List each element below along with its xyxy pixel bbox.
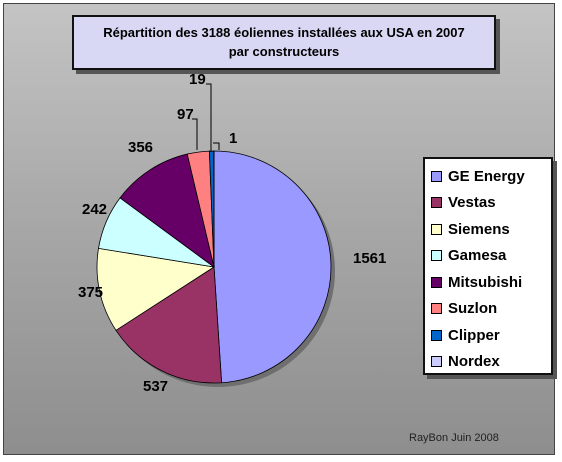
- legend-item-siemens: Siemens: [431, 219, 510, 239]
- data-label-clipper: 19: [189, 71, 206, 88]
- chart-title: Répartition des 3188 éoliennes installée…: [103, 25, 465, 40]
- data-label-nordex: 1: [229, 130, 237, 147]
- legend-item-suzlon: Suzlon: [431, 299, 497, 319]
- credit-text: RayBon Juin 2008: [409, 432, 499, 444]
- legend-label: Vestas: [448, 194, 496, 211]
- pie-slice-mitsubishi: [119, 153, 215, 268]
- legend-swatch: [431, 329, 442, 341]
- legend-item-nordex: Nordex: [431, 352, 500, 372]
- legend-label: Gamesa: [448, 247, 507, 264]
- legend-swatch: [431, 303, 442, 314]
- chart-title-box: Répartition des 3188 éoliennes installée…: [72, 15, 496, 70]
- legend-label: GE Energy: [448, 167, 525, 185]
- leader-line-nordex: [213, 142, 220, 150]
- pie-slice-ge-energy: [213, 150, 332, 384]
- pie-slice-siemens: [96, 247, 216, 331]
- legend-label: Nordex: [448, 353, 500, 370]
- data-label-siemens: 375: [78, 284, 103, 301]
- legend: GE Energy Vestas Siemens Gamesa Mitsubishi Su…: [423, 157, 553, 375]
- legend-item-vestas: Vestas: [431, 193, 496, 213]
- leader-line-suzlon: [192, 118, 198, 150]
- legend-item-clipper: Clipper: [431, 325, 500, 345]
- legend-swatch: [431, 356, 442, 367]
- leader-line-clipper: [206, 83, 212, 152]
- data-label-suzlon: 97: [177, 106, 194, 123]
- legend-label: Suzlon: [448, 300, 498, 317]
- data-label-vestas: 537: [143, 378, 168, 395]
- pie-slice-vestas: [115, 266, 223, 384]
- legend-label: Clipper: [448, 326, 500, 344]
- legend-item-mitsubishi: Mitsubishi: [431, 272, 522, 292]
- legend-swatch: [431, 223, 442, 235]
- legend-swatch: [431, 250, 442, 261]
- data-label-gamesa: 242: [82, 201, 107, 218]
- legend-item-ge-energy: GE Energy: [431, 166, 525, 186]
- data-label-ge-energy: 1561: [353, 250, 386, 267]
- legend-swatch: [431, 197, 442, 208]
- chart-subtitle: par constructeurs: [228, 44, 340, 59]
- legend-item-gamesa: Gamesa: [431, 246, 506, 266]
- legend-swatch: [431, 276, 442, 288]
- legend-swatch: [431, 170, 442, 182]
- legend-label: Siemens: [448, 220, 510, 238]
- data-label-mitsubishi: 356: [128, 139, 153, 156]
- legend-label: Mitsubishi: [448, 273, 523, 291]
